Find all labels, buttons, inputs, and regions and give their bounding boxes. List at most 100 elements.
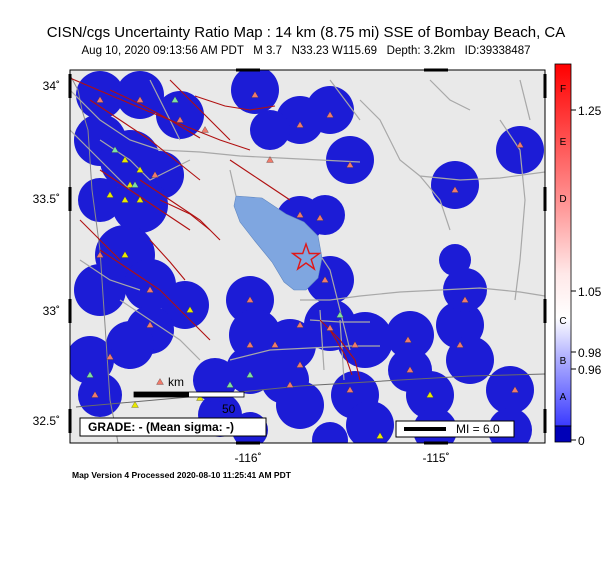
seismic-station-triangle-icon — [121, 196, 129, 203]
map-frame — [69, 69, 546, 444]
uncertainty-blob — [337, 312, 393, 368]
grade-letter: C — [559, 316, 566, 327]
seismic-station-triangle-icon — [406, 366, 414, 373]
seismic-station-triangle-icon — [296, 361, 304, 368]
longitude-labels: -116˚ -115˚ — [234, 451, 449, 465]
seismic-station-triangle-icon — [136, 166, 144, 173]
seismic-station-triangle-icon — [286, 381, 294, 388]
seismic-station-triangle-icon — [226, 381, 234, 388]
uncertainty-blob — [346, 401, 394, 443]
seismic-station-triangle-icon — [271, 341, 279, 348]
seismic-station-triangle-icon — [146, 286, 154, 293]
seismic-station-triangle-icon — [131, 181, 139, 188]
lon-label: -116˚ — [234, 451, 261, 465]
seismic-station-triangle-icon — [346, 161, 354, 168]
seismic-station-triangle-icon — [251, 91, 259, 98]
uncertainty-blob — [193, 358, 237, 402]
frame-ticks — [68, 68, 547, 445]
seismic-station-triangle-icon — [266, 156, 274, 163]
colorbar-zero-swatch — [554, 425, 572, 443]
seismic-station-triangle-icon — [86, 91, 524, 439]
seismic-station-triangle-icon — [136, 196, 144, 203]
latitude-labels: 34˚ 33.5˚ 33˚ 32.5˚ — [33, 79, 60, 428]
seismic-station-triangle-icon — [91, 391, 99, 398]
seismic-station-triangle-icon — [186, 306, 194, 313]
grade-letter: B — [560, 356, 567, 367]
colorbar-value: 1.25 — [578, 104, 602, 118]
grade-letter: D — [559, 194, 566, 205]
uncertainty-blob — [78, 373, 122, 417]
uncertainty-blob — [386, 311, 434, 359]
uncertainty-blob — [312, 422, 348, 443]
seismic-station-triangle-icon — [246, 371, 254, 378]
uncertainty-blob — [161, 281, 209, 329]
seismic-station-triangle-icon — [196, 394, 204, 401]
grade-letter: A — [560, 392, 567, 403]
seismic-station-triangle-icon — [321, 276, 329, 283]
seismic-station-triangle-icon — [111, 146, 119, 153]
uncertainty-blob — [446, 336, 494, 384]
uncertainty-blob — [305, 195, 345, 235]
seismic-station-triangle-icon — [456, 341, 464, 348]
seismic-station-triangle-icon — [151, 171, 159, 178]
seismic-station-triangle-icon — [146, 321, 154, 328]
uncertainty-blob — [74, 264, 126, 316]
uncertainty-blob — [431, 161, 479, 209]
lat-label: 33.5˚ — [33, 192, 60, 206]
uncertainty-blob — [112, 177, 168, 233]
seismic-station-triangle-icon — [336, 311, 344, 318]
lat-label: 34˚ — [43, 79, 60, 93]
grade-letter: F — [560, 84, 566, 95]
uncertainty-blob — [276, 381, 324, 429]
seismic-station-triangle-icon — [351, 341, 359, 348]
map-footer: Map Version 4 Processed 2020-08-10 11:25… — [72, 470, 291, 480]
event-subtitle: Aug 10, 2020 09:13:56 AM PDT M 3.7 N33.2… — [81, 45, 531, 57]
seismic-station-triangle-icon — [316, 214, 324, 221]
uncertainty-blob — [439, 244, 471, 276]
seismic-station-triangle-icon — [96, 251, 104, 258]
seismic-station-triangle-icon — [106, 353, 114, 360]
uncertainty-blob — [156, 91, 204, 139]
grade-box — [79, 417, 267, 437]
uncertainty-blob — [486, 366, 534, 414]
colorbar: F E D C B A 1.25 1.05 0.98 0.96 0 — [554, 63, 602, 448]
seismic-station-triangle-icon — [96, 96, 104, 103]
seismic-station-triangle-icon — [126, 181, 134, 188]
seismic-station-triangle-icon — [326, 111, 334, 118]
seismic-station-triangle-icon — [176, 116, 184, 123]
seismic-station-triangle-icon — [451, 186, 459, 193]
scale-value: 50 — [222, 402, 236, 416]
seismic-station-triangle-icon — [86, 371, 94, 378]
seismic-station-triangle-icon — [376, 432, 384, 439]
uncertainty-blob — [250, 110, 290, 150]
seismic-station-triangle-icon — [516, 141, 524, 148]
mi-legend — [395, 420, 515, 438]
uncertainty-blob — [443, 268, 487, 312]
seismic-station-triangle-icon — [296, 121, 304, 128]
lat-label: 32.5˚ — [33, 414, 60, 428]
mi-legend-text: MI = 6.0 — [456, 422, 500, 436]
colorbar-value: 1.05 — [578, 285, 602, 299]
epicenter-star-icon — [290, 241, 322, 271]
colorbar-value: 0.96 — [578, 363, 602, 377]
seismic-station-triangle-icon — [156, 378, 164, 385]
seismic-station-triangle-icon — [296, 211, 304, 218]
seismic-station-triangle-icon — [136, 96, 144, 103]
seismic-station-triangle-icon — [461, 296, 469, 303]
seismic-station-triangle-icon — [346, 386, 354, 393]
uncertainty-blob — [76, 71, 124, 119]
grade-text: GRADE: - (Mean sigma: -) — [88, 420, 234, 434]
uncertainty-blob — [306, 86, 354, 134]
seismic-station-triangle-icon — [404, 336, 412, 343]
lon-label: -115˚ — [422, 451, 449, 465]
map-title: CISN/cgs Uncertainty Ratio Map : 14 km (… — [46, 24, 566, 41]
seismic-station-triangle-icon — [246, 296, 254, 303]
seismic-station-triangle-icon — [296, 321, 304, 328]
seismic-station-triangle-icon — [246, 341, 254, 348]
uncertainty-blob — [70, 336, 114, 384]
lat-label: 33˚ — [43, 304, 60, 318]
seismic-station-triangle-icon — [171, 96, 179, 103]
colorbar-value: 0.98 — [578, 346, 602, 360]
seismic-station-triangle-icon — [426, 391, 434, 398]
